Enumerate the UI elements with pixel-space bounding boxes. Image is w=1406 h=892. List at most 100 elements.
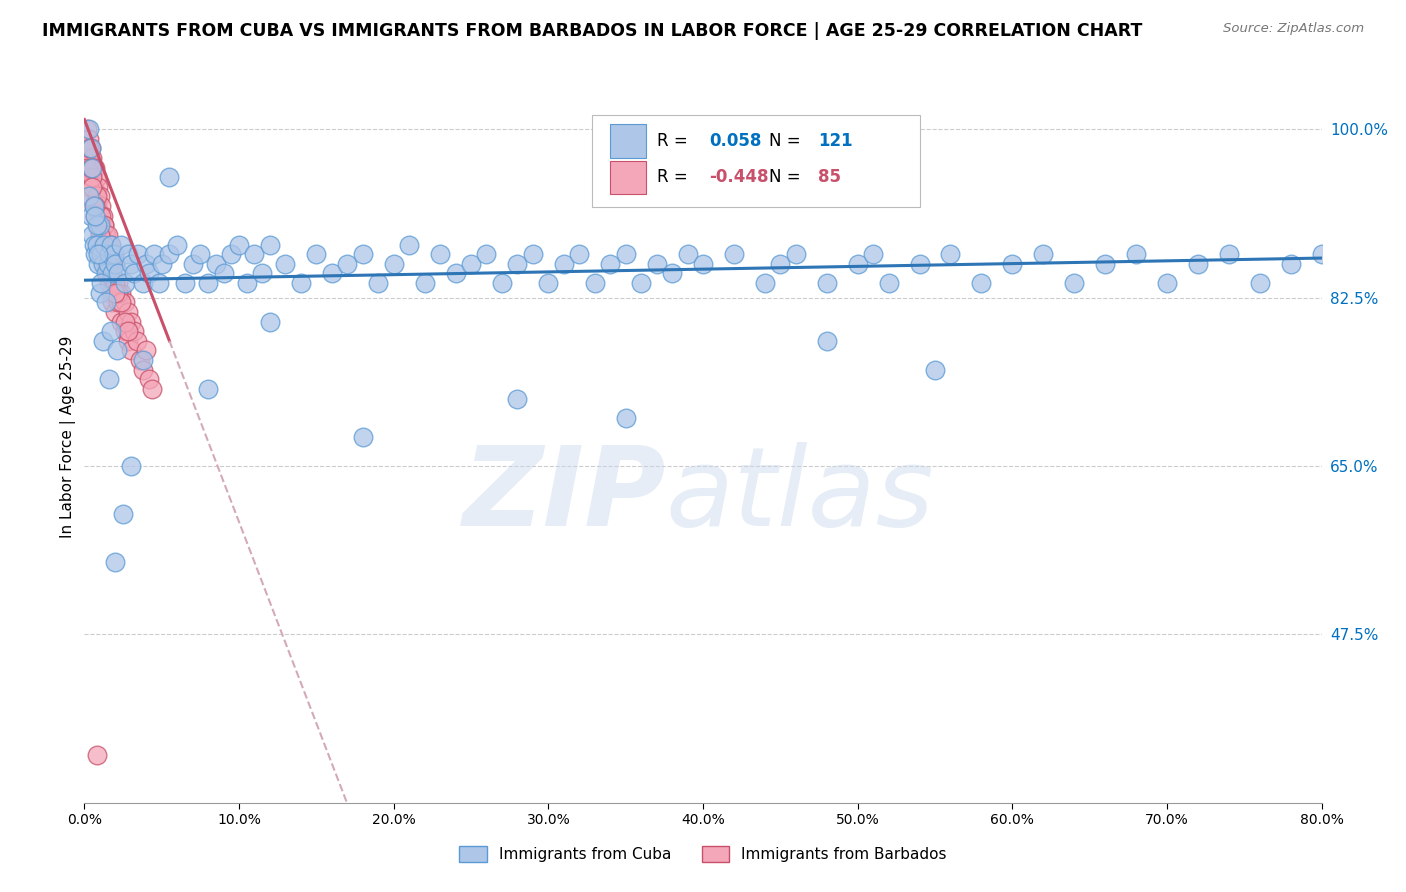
Point — [197, 276, 219, 290]
Point — [83, 179, 105, 194]
Point — [104, 285, 127, 300]
Point — [104, 555, 127, 569]
Point — [661, 267, 683, 281]
Point — [1125, 247, 1147, 261]
Text: R =: R = — [657, 169, 693, 186]
Point — [1001, 257, 1024, 271]
Text: 121: 121 — [818, 132, 852, 150]
Point — [86, 219, 108, 233]
Point — [104, 305, 127, 319]
Point — [1032, 247, 1054, 261]
Point — [614, 410, 637, 425]
Point — [91, 257, 114, 271]
Point — [86, 189, 108, 203]
Point — [96, 257, 118, 271]
Point — [599, 257, 621, 271]
Text: 85: 85 — [818, 169, 841, 186]
Point — [86, 199, 108, 213]
Point — [970, 276, 993, 290]
Point — [90, 209, 112, 223]
Point — [120, 343, 142, 358]
Point — [815, 334, 838, 348]
Point — [91, 209, 114, 223]
Point — [150, 257, 173, 271]
Text: R =: R = — [657, 132, 693, 150]
FancyBboxPatch shape — [610, 161, 647, 194]
Point — [89, 227, 111, 242]
Point — [166, 237, 188, 252]
Point — [174, 276, 197, 290]
Point — [159, 247, 180, 261]
Point — [84, 199, 107, 213]
Point — [1156, 276, 1178, 290]
Point — [101, 267, 124, 281]
Point — [1063, 276, 1085, 290]
Point — [89, 285, 111, 300]
Point — [506, 257, 529, 271]
Point — [86, 170, 108, 185]
Point — [125, 334, 148, 348]
Point — [114, 276, 136, 290]
Text: Source: ZipAtlas.com: Source: ZipAtlas.com — [1223, 22, 1364, 36]
Point — [90, 276, 112, 290]
Point — [107, 276, 129, 290]
Point — [94, 295, 117, 310]
Point — [212, 267, 235, 281]
FancyBboxPatch shape — [610, 124, 647, 158]
Point — [82, 170, 104, 185]
Point — [769, 257, 792, 271]
Point — [522, 247, 544, 261]
Point — [77, 141, 100, 155]
Point — [444, 267, 467, 281]
Point — [83, 237, 105, 252]
Point — [87, 257, 110, 271]
Point — [82, 151, 104, 165]
Point — [83, 161, 105, 175]
Point — [98, 257, 121, 271]
Point — [98, 276, 121, 290]
Point — [110, 285, 132, 300]
Point — [107, 295, 129, 310]
Point — [336, 257, 359, 271]
Point — [77, 179, 100, 194]
Point — [117, 324, 139, 338]
Point — [114, 295, 136, 310]
Point — [785, 247, 807, 261]
Point — [93, 219, 115, 233]
Point — [103, 247, 125, 261]
Point — [98, 372, 121, 386]
Point — [138, 372, 160, 386]
Point — [141, 382, 163, 396]
Point — [114, 315, 136, 329]
Point — [98, 247, 121, 261]
Point — [104, 257, 127, 271]
Point — [83, 199, 105, 213]
Point — [84, 247, 107, 261]
Point — [460, 257, 482, 271]
Point — [274, 257, 297, 271]
Point — [159, 170, 180, 185]
Point — [84, 209, 107, 223]
Point — [1094, 257, 1116, 271]
Point — [77, 132, 100, 146]
Point — [630, 276, 652, 290]
Point — [138, 267, 160, 281]
Text: -0.448: -0.448 — [709, 169, 769, 186]
Point — [101, 267, 124, 281]
Point — [89, 189, 111, 203]
Point — [100, 285, 122, 300]
Point — [120, 315, 142, 329]
Point — [135, 343, 157, 358]
Point — [79, 141, 101, 155]
Y-axis label: In Labor Force | Age 25-29: In Labor Force | Age 25-29 — [60, 336, 76, 538]
Point — [382, 257, 405, 271]
Point — [939, 247, 962, 261]
Point — [398, 237, 420, 252]
Point — [148, 276, 170, 290]
Point — [127, 247, 149, 261]
Point — [122, 267, 145, 281]
Point — [76, 122, 98, 136]
Point — [77, 189, 100, 203]
Point — [110, 237, 132, 252]
Point — [862, 247, 884, 261]
